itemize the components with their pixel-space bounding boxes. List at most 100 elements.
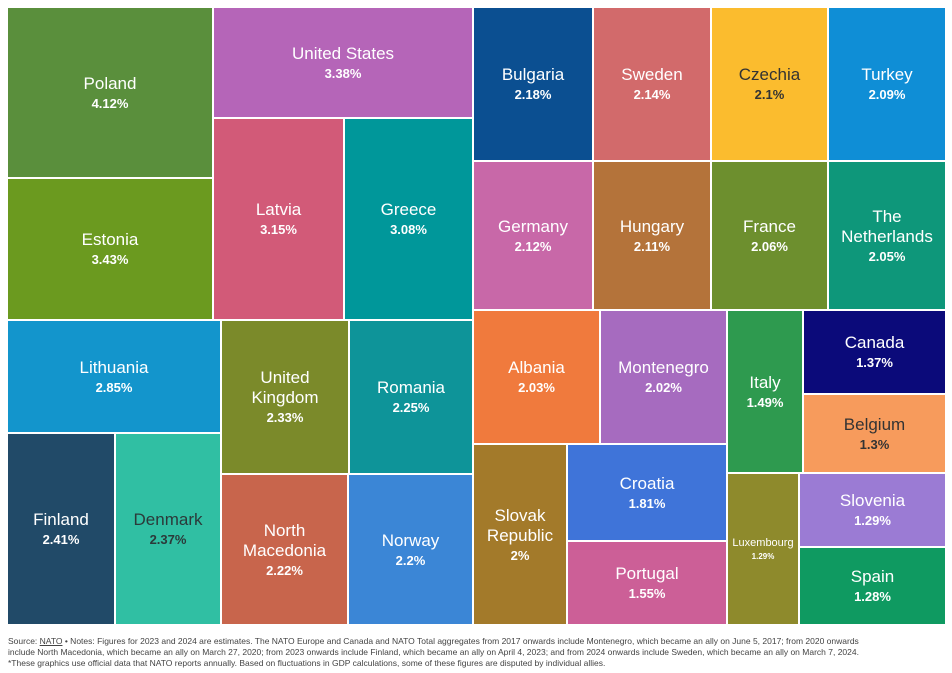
tile-denmark: Denmark 2.37%	[115, 433, 221, 625]
tile-value-finland: 2.41%	[42, 532, 80, 547]
tile-value-poland: 4.12%	[91, 95, 129, 111]
tile-label-hungary: Hungary	[619, 216, 685, 236]
tile-germany: Germany 2.12%	[473, 161, 593, 310]
tile-label-estonia: Estonia	[81, 230, 139, 249]
tile-label-latvia: Latvia	[255, 200, 302, 219]
tile-label-sweden: Sweden	[621, 65, 683, 84]
tile-value-the-netherlands: 2.05%	[868, 248, 906, 264]
tile-italy: Italy 1.49%	[727, 310, 803, 473]
tile-value-spain: 1.28%	[854, 589, 891, 604]
tile-value-romania: 2.25%	[392, 400, 430, 415]
tile-croatia: Croatia 1.81%	[567, 444, 727, 541]
tile-label-spain: Spain	[850, 567, 895, 586]
tile-united-states: United States 3.38%	[213, 7, 473, 118]
tile-label-slovak-republic: Slovak Republic	[486, 505, 554, 545]
tile-north-macedonia: North Macedonia 2.22%	[221, 474, 348, 625]
tile-value-hungary: 2.11%	[633, 238, 671, 254]
notes-line-3: *These graphics use official data that N…	[8, 658, 606, 668]
tile-label-greece: Greece	[380, 200, 437, 219]
tile-label-montenegro: Montenegro	[618, 358, 709, 377]
tile-label-croatia: Croatia	[619, 473, 675, 493]
tile-czechia: Czechia 2.1%	[711, 7, 828, 161]
tile-value-united-states: 3.38%	[324, 65, 362, 81]
tile-france: France 2.06%	[711, 161, 828, 310]
tile-portugal: Portugal 1.55%	[567, 541, 727, 625]
tile-label-france: France	[743, 216, 796, 236]
tile-label-bulgaria: Bulgaria	[501, 65, 565, 84]
tile-slovak-republic: Slovak Republic 2%	[473, 444, 567, 625]
tile-albania: Albania 2.03%	[473, 310, 600, 444]
tile-poland: Poland 4.12%	[7, 7, 213, 178]
tile-value-norway: 2.2%	[395, 552, 426, 568]
tile-latvia: Latvia 3.15%	[213, 118, 344, 320]
tile-belgium: Belgium 1.3%	[803, 394, 946, 473]
tile-label-turkey: Turkey	[861, 65, 913, 84]
tile-value-denmark: 2.37%	[149, 532, 187, 547]
tile-label-poland: Poland	[83, 73, 137, 93]
tile-sweden: Sweden 2.14%	[593, 7, 711, 161]
chart-notes: Source: NATO • Notes: Figures for 2023 a…	[8, 636, 944, 669]
notes-line-2: include North Macedonia, which became an…	[8, 647, 859, 657]
tile-hungary: Hungary 2.11%	[593, 161, 711, 310]
tile-label-czechia: Czechia	[738, 65, 801, 84]
tile-value-north-macedonia: 2.22%	[266, 562, 303, 578]
tile-label-north-macedonia: North Macedonia	[242, 520, 327, 560]
tile-norway: Norway 2.2%	[348, 474, 473, 625]
tile-canada: Canada 1.37%	[803, 310, 946, 394]
tile-value-italy: 1.49%	[746, 394, 784, 410]
treemap-area: Poland 4.12% Estonia 3.43% United States 3.38…	[7, 7, 946, 625]
tile-value-greece: 3.08%	[390, 222, 427, 237]
tile-value-turkey: 2.09%	[868, 87, 906, 102]
tile-value-luxembourg: 1.29%	[751, 551, 775, 561]
tile-label-germany: Germany	[498, 216, 568, 236]
tile-label-belgium: Belgium	[843, 414, 906, 434]
tile-label-norway: Norway	[381, 530, 440, 550]
tile-value-croatia: 1.81%	[628, 495, 666, 511]
tile-romania: Romania 2.25%	[349, 320, 473, 474]
tile-value-belgium: 1.3%	[859, 436, 890, 452]
tile-label-united-states: United States	[291, 43, 395, 63]
tile-lithuania: Lithuania 2.85%	[7, 320, 221, 433]
tile-montenegro: Montenegro 2.02%	[600, 310, 727, 444]
tile-label-canada: Canada	[844, 333, 905, 352]
tile-finland: Finland 2.41%	[7, 433, 115, 625]
tile-value-bulgaria: 2.18%	[514, 87, 552, 102]
notes-text-1: • Notes: Figures for 2023 and 2024 are e…	[62, 636, 859, 646]
tile-value-czechia: 2.1%	[754, 87, 785, 102]
tile-value-canada: 1.37%	[856, 355, 893, 370]
tile-slovenia: Slovenia 1.29%	[799, 473, 946, 547]
tile-label-italy: Italy	[749, 372, 781, 392]
source-link[interactable]: NATO	[39, 636, 63, 646]
tile-label-luxembourg: Luxembourg	[732, 536, 794, 549]
tile-label-finland: Finland	[33, 510, 89, 529]
tile-label-romania: Romania	[376, 378, 446, 397]
tile-value-germany: 2.12%	[514, 238, 552, 254]
tile-estonia: Estonia 3.43%	[7, 178, 213, 320]
tile-label-portugal: Portugal	[615, 564, 679, 583]
tile-label-denmark: Denmark	[133, 510, 203, 529]
tile-united-kingdom: United Kingdom 2.33%	[221, 320, 349, 474]
tile-value-slovak-republic: 2%	[510, 547, 530, 563]
tile-value-montenegro: 2.02%	[645, 380, 682, 395]
tile-value-slovenia: 1.29%	[854, 513, 891, 528]
notes-line-1: Source: NATO • Notes: Figures for 2023 a…	[8, 636, 944, 647]
tile-label-slovenia: Slovenia	[839, 491, 906, 510]
tile-value-united-kingdom: 2.33%	[266, 410, 304, 425]
tile-label-the-netherlands: The Netherlands	[841, 206, 933, 246]
tile-value-latvia: 3.15%	[260, 222, 297, 237]
tile-value-estonia: 3.43%	[91, 252, 129, 267]
tile-value-france: 2.06%	[751, 238, 788, 254]
tile-value-sweden: 2.14%	[633, 87, 671, 102]
tile-luxembourg: Luxembourg 1.29%	[727, 473, 799, 625]
source-prefix: Source:	[8, 636, 40, 646]
tile-label-lithuania: Lithuania	[79, 357, 149, 377]
tile-the-netherlands: The Netherlands 2.05%	[828, 161, 946, 310]
tile-spain: Spain 1.28%	[799, 547, 946, 625]
tile-bulgaria: Bulgaria 2.18%	[473, 7, 593, 161]
tile-greece: Greece 3.08%	[344, 118, 473, 320]
tile-label-albania: Albania	[508, 358, 565, 377]
tile-value-albania: 2.03%	[518, 380, 555, 395]
tile-label-united-kingdom: United Kingdom	[251, 368, 319, 407]
tile-value-lithuania: 2.85%	[95, 379, 133, 395]
